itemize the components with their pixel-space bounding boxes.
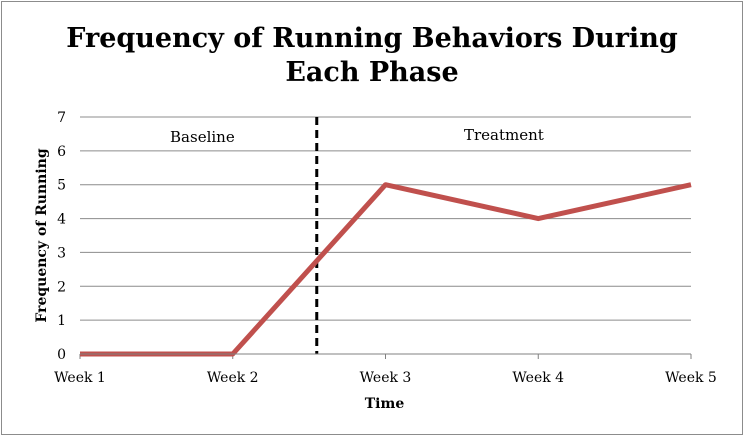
y-tick-label: 5 [57,178,66,194]
y-tick-label: 4 [57,212,66,228]
y-tick-label: 3 [57,245,66,261]
chart-title-line-1: Frequency of Running Behaviors During [66,23,678,54]
y-axis-title: Frequency of Running [34,148,50,322]
phase-label-treatment: Treatment [464,126,544,144]
x-tick-label: Week 3 [360,370,412,386]
chart-title-line-2: Each Phase [285,57,459,88]
phase-label-baseline: Baseline [170,128,235,146]
x-tick-label: Week 2 [207,370,259,386]
grid-lines [80,116,691,321]
y-tick-label: 6 [57,144,66,160]
y-tick-label: 2 [57,279,66,295]
x-tick-labels: Week 1 Week 2 Week 3 Week 4 Week 5 [54,354,717,386]
x-tick-label: Week 4 [512,370,564,386]
series-line [80,182,692,357]
chart-title: Frequency of Running Behaviors During Ea… [0,22,744,90]
y-tick-label: 1 [57,313,66,329]
y-tick-label: 7 [57,110,66,126]
y-tick-label: 0 [57,347,66,363]
x-tick-label: Week 5 [665,370,717,386]
x-axis-title: Time [365,396,405,412]
x-tick-label: Week 1 [54,370,106,386]
y-tick-labels: 0 1 2 3 4 5 6 7 [57,110,66,363]
